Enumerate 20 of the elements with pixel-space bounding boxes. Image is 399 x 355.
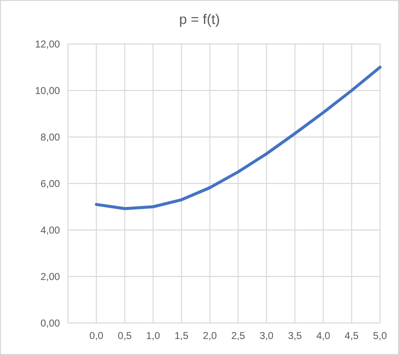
x-tick-label: 1,0 (146, 331, 160, 342)
y-tick-label: 10,00 (34, 86, 60, 97)
y-tick-label: 6,00 (40, 179, 60, 190)
x-tick-label: 3,5 (288, 331, 302, 342)
x-tick-label: 4,5 (344, 331, 360, 342)
y-tick-label: 0,00 (40, 318, 60, 330)
x-tick-label: 0,0 (89, 331, 104, 342)
x-tick-label: 4,0 (316, 331, 331, 342)
y-tick-label: 8,00 (40, 132, 60, 144)
x-tick-label: 3,0 (260, 331, 274, 342)
y-tick-label: 2,00 (40, 272, 60, 283)
x-tick-label: 0,5 (118, 331, 132, 342)
x-tick-label: 2,0 (202, 331, 218, 342)
x-tick-label: 1,5 (174, 331, 189, 342)
y-tick-label: 12,00 (34, 40, 60, 50)
chart-title: p = f(t) (179, 11, 220, 27)
y-tick-label: 4,00 (40, 226, 60, 236)
x-tick-label: 5,0 (373, 331, 388, 342)
line-series (94, 66, 382, 210)
x-tick-label: 2,5 (231, 331, 246, 342)
